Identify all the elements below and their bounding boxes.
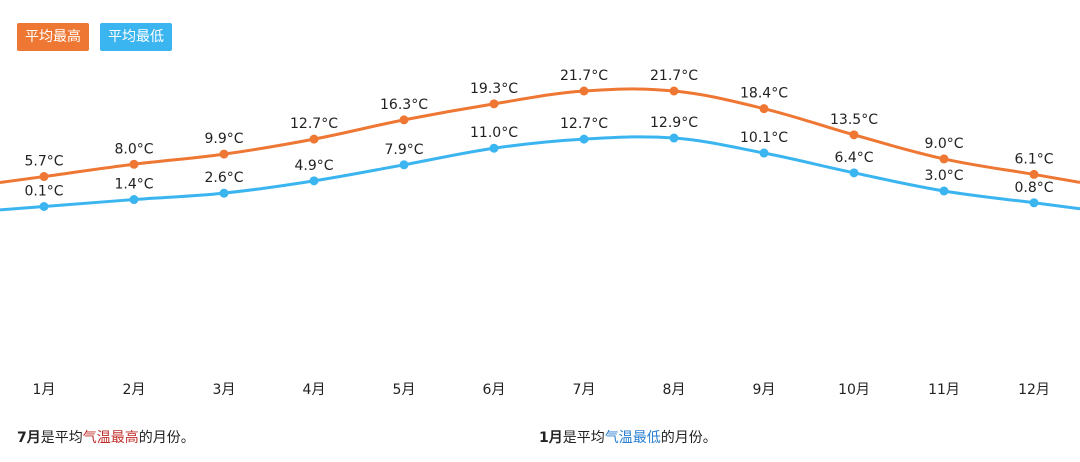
data-label-high: 13.5°C (830, 112, 878, 128)
data-point-low (759, 148, 769, 158)
data-point-high (399, 115, 409, 125)
legend-item-high[interactable]: 平均最高 (17, 23, 89, 51)
data-point-low (399, 160, 409, 170)
data-label-high: 5.7°C (24, 154, 63, 170)
footer-high-month: 7月 (17, 430, 41, 446)
footer-highlight-low: 最低 (632, 430, 661, 446)
data-point-high (579, 86, 589, 96)
x-tick-label: 9月 (753, 382, 776, 398)
data-point-high (129, 159, 139, 169)
data-point-high (309, 134, 319, 144)
data-point-low (219, 188, 229, 198)
series-line-low (0, 135, 1080, 212)
footer-note-low: 1月是平均气温最低的月份。 (539, 427, 717, 447)
data-label-low: 3.0°C (924, 168, 963, 184)
x-tick-label: 1月 (33, 382, 56, 398)
data-label-low: 10.1°C (740, 130, 788, 146)
data-label-low: 12.7°C (560, 116, 608, 132)
x-tick-label: 7月 (573, 382, 596, 398)
footer-text: 的月份。 (138, 430, 195, 446)
data-label-low: 2.6°C (204, 170, 243, 186)
x-tick-label: 6月 (483, 382, 506, 398)
footer-text: 的月份。 (660, 430, 717, 446)
temperature-line-chart: 5.7°C 8.0°C 9.9°C 12.7°C 16.3°C 19.3°C 21.7°C 2… (0, 68, 1080, 398)
x-tick-label: 4月 (303, 382, 326, 398)
data-label-low: 7.9°C (384, 142, 423, 158)
data-label-low: 6.4°C (834, 150, 873, 166)
footer-highlight-high: 最高 (110, 430, 139, 446)
data-label-low: 0.1°C (24, 184, 63, 200)
data-label-low: 4.9°C (294, 158, 333, 174)
data-label-high: 16.3°C (380, 97, 428, 113)
data-label-low: 0.8°C (1014, 180, 1053, 196)
data-point-low (129, 195, 139, 205)
data-point-high (489, 99, 499, 109)
data-label-high: 9.0°C (924, 136, 963, 152)
data-label-high: 8.0°C (114, 141, 153, 157)
series-line-high (0, 87, 1080, 185)
x-tick-label: 3月 (213, 382, 236, 398)
x-tick-label: 12月 (1018, 382, 1050, 398)
data-point-high (219, 149, 229, 159)
x-tick-label: 2月 (123, 382, 146, 398)
x-tick-label: 10月 (838, 382, 870, 398)
data-point-low (309, 176, 319, 186)
data-point-high (849, 130, 859, 140)
data-point-high (1029, 169, 1039, 179)
data-point-high (939, 154, 949, 164)
footer-text: 是平均 (40, 430, 83, 446)
legend-item-low[interactable]: 平均最低 (100, 23, 172, 51)
data-point-high (669, 86, 679, 96)
x-tick-label: 5月 (393, 382, 416, 398)
footer-highlight-temp: 气温 (82, 430, 111, 446)
chart-legend: 平均最高 平均最低 (17, 23, 172, 51)
data-point-high (759, 104, 769, 114)
data-point-high (39, 172, 49, 182)
footer-low-month: 1月 (539, 430, 563, 446)
data-label-high: 6.1°C (1014, 151, 1053, 167)
x-tick-label: 8月 (663, 382, 686, 398)
data-point-low (1029, 198, 1039, 208)
data-point-low (669, 133, 679, 143)
data-label-high: 21.7°C (650, 68, 698, 84)
data-label-low: 1.4°C (114, 177, 153, 193)
data-point-low (579, 134, 589, 144)
data-point-low (489, 143, 499, 153)
data-label-low: 12.9°C (650, 115, 698, 131)
data-point-low (939, 186, 949, 196)
data-label-high: 21.7°C (560, 68, 608, 84)
footer-note-high: 7月是平均气温最高的月份。 (17, 427, 195, 447)
data-point-low (849, 168, 859, 178)
footer-highlight-temp: 气温 (604, 430, 633, 446)
data-label-high: 12.7°C (290, 116, 338, 132)
x-tick-label: 11月 (928, 382, 960, 398)
footer-text: 是平均 (562, 430, 605, 446)
data-label-high: 19.3°C (470, 81, 518, 97)
data-label-high: 18.4°C (740, 86, 788, 102)
data-label-low: 11.0°C (470, 125, 518, 141)
data-label-high: 9.9°C (204, 131, 243, 147)
data-point-low (39, 202, 49, 211)
